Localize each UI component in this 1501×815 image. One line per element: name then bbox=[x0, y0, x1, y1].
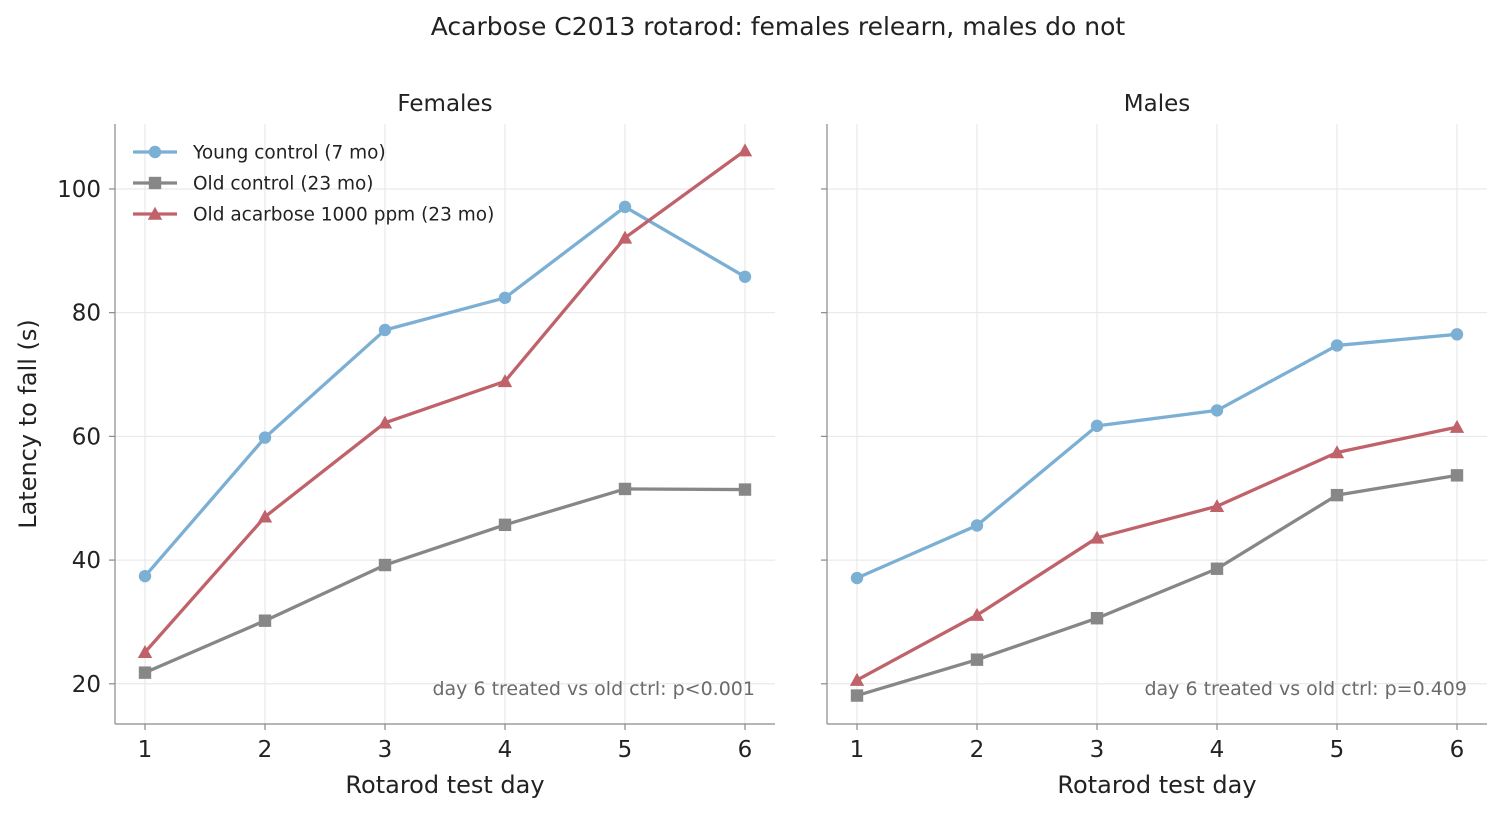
data-point bbox=[257, 509, 273, 523]
panel-title: Males bbox=[1124, 91, 1190, 117]
legend-marker bbox=[148, 176, 162, 190]
legend-label: Young control (7 mo) bbox=[192, 143, 386, 164]
x-axis-label: Rotarod test day bbox=[1057, 771, 1256, 799]
series-triangle bbox=[137, 143, 753, 659]
x-tick-label: 1 bbox=[138, 737, 153, 763]
data-point bbox=[498, 518, 512, 532]
data-point bbox=[617, 230, 633, 244]
y-tick-label: 20 bbox=[72, 672, 101, 698]
legend-label: Old control (23 mo) bbox=[193, 174, 374, 195]
series-line bbox=[856, 473, 1458, 698]
data-point bbox=[1209, 499, 1225, 513]
series-circle bbox=[850, 328, 1464, 585]
x-tick-label: 4 bbox=[1210, 737, 1225, 763]
legend: Young control (7 mo) Old control (23 mo) O… bbox=[133, 143, 494, 226]
data-point bbox=[1090, 419, 1104, 433]
data-point bbox=[378, 323, 392, 337]
data-point bbox=[378, 558, 392, 572]
legend-marker bbox=[148, 145, 162, 159]
x-tick-label: 2 bbox=[258, 737, 273, 763]
data-point bbox=[737, 143, 753, 157]
y-axis-label: Latency to fall (s) bbox=[14, 319, 42, 529]
series-circle bbox=[138, 200, 752, 583]
data-point bbox=[850, 689, 864, 702]
x-tick-label: 5 bbox=[1330, 737, 1345, 763]
series-line bbox=[856, 425, 1458, 682]
data-point bbox=[1329, 445, 1345, 459]
series-square bbox=[138, 482, 752, 679]
series-line bbox=[143, 205, 746, 578]
data-point bbox=[1210, 562, 1224, 575]
x-tick-label: 2 bbox=[970, 737, 985, 763]
chart-panel-2: 1 2 3 4 5 6 Males Rotarod test day day 6 treated… bbox=[821, 91, 1487, 799]
chart-panel-1: 1 2 3 4 5 6 20 40 60 80 100 Females Rotarod test day… bbox=[14, 91, 775, 799]
y-tick-label: 80 bbox=[72, 301, 101, 327]
data-point bbox=[1330, 488, 1344, 502]
data-point bbox=[497, 374, 513, 388]
data-point bbox=[137, 645, 153, 659]
chart-title: Acarbose C2013 rotarod: females relearn,… bbox=[431, 12, 1126, 41]
panel-title: Females bbox=[397, 91, 492, 117]
x-tick-label: 6 bbox=[738, 737, 753, 763]
data-point bbox=[258, 614, 272, 627]
series-square bbox=[850, 469, 1464, 702]
x-tick-label: 3 bbox=[378, 737, 393, 763]
y-tick-label: 40 bbox=[72, 548, 101, 574]
data-point bbox=[970, 653, 984, 666]
legend-item: Young control (7 mo) bbox=[133, 143, 386, 164]
data-point bbox=[849, 672, 865, 686]
y-tick-label: 100 bbox=[57, 177, 101, 203]
data-point bbox=[258, 431, 272, 444]
data-point bbox=[969, 607, 985, 621]
p-value-annotation: day 6 treated vs old ctrl: p=0.409 bbox=[1144, 678, 1467, 700]
y-tick-label: 60 bbox=[72, 424, 101, 450]
data-point bbox=[1330, 339, 1344, 352]
data-point bbox=[1449, 419, 1465, 433]
legend-item: Old control (23 mo) bbox=[133, 174, 374, 195]
x-tick-label: 1 bbox=[850, 737, 865, 763]
series-line bbox=[856, 332, 1458, 580]
series-line bbox=[143, 149, 746, 654]
data-point bbox=[850, 571, 864, 585]
data-point bbox=[970, 519, 984, 532]
data-point bbox=[1450, 328, 1464, 341]
series-line bbox=[144, 487, 746, 675]
series-triangle bbox=[849, 419, 1465, 686]
p-value-annotation: day 6 treated vs old ctrl: p<0.001 bbox=[432, 678, 755, 700]
panels: 1 2 3 4 5 6 20 40 60 80 100 Females Rotarod test day… bbox=[14, 91, 1487, 799]
data-point bbox=[618, 482, 632, 496]
x-axis-label: Rotarod test day bbox=[345, 771, 544, 799]
data-point bbox=[377, 415, 393, 429]
data-point bbox=[138, 569, 152, 583]
x-tick-label: 3 bbox=[1090, 737, 1105, 763]
legend-item: Old acarbose 1000 ppm (23 mo) bbox=[133, 205, 494, 226]
data-point bbox=[1090, 612, 1104, 625]
data-point bbox=[138, 666, 152, 679]
data-point bbox=[1450, 469, 1464, 482]
data-point bbox=[1089, 530, 1105, 544]
data-point bbox=[738, 483, 752, 496]
legend-marker bbox=[147, 206, 163, 220]
data-point bbox=[738, 270, 752, 283]
legend-label: Old acarbose 1000 ppm (23 mo) bbox=[193, 205, 494, 226]
x-tick-label: 6 bbox=[1450, 737, 1465, 763]
x-tick-label: 4 bbox=[498, 737, 513, 763]
data-point bbox=[618, 200, 632, 214]
x-tick-label: 5 bbox=[618, 737, 633, 763]
data-point bbox=[498, 291, 512, 305]
data-point bbox=[1210, 404, 1224, 417]
